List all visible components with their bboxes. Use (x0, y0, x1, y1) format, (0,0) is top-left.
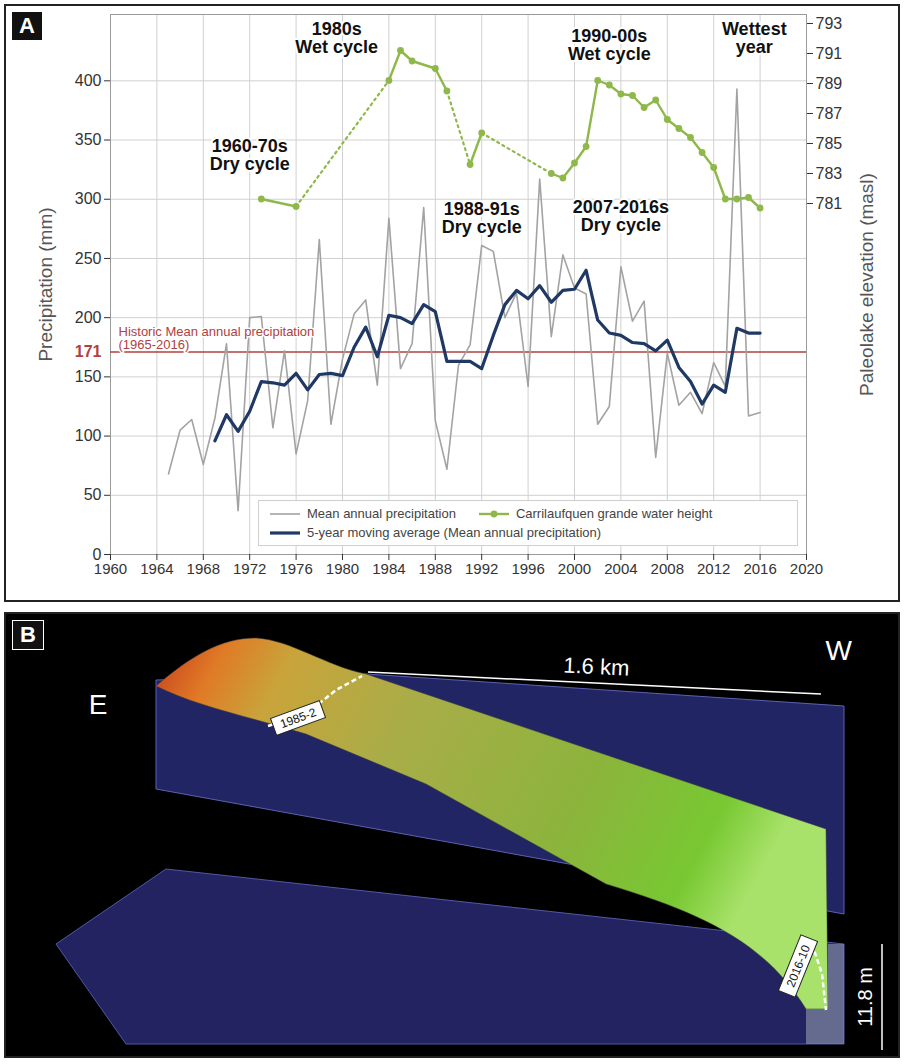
svg-text:2008: 2008 (651, 560, 684, 577)
svg-text:2012: 2012 (697, 560, 730, 577)
svg-text:2020: 2020 (790, 560, 823, 577)
svg-text:50: 50 (84, 486, 102, 503)
svg-text:300: 300 (75, 190, 102, 207)
svg-text:783: 783 (816, 165, 843, 182)
svg-text:Wettestyear: Wettestyear (722, 19, 787, 57)
svg-text:1976: 1976 (279, 560, 312, 577)
svg-text:785: 785 (816, 135, 843, 152)
svg-text:787: 787 (816, 105, 843, 122)
svg-text:2016-10: 2016-10 (783, 943, 813, 989)
svg-text:791: 791 (816, 45, 843, 62)
html-text:5-year moving average (Mean an: 5-year moving average (Mean annual preci… (307, 525, 602, 540)
svg-text:Historic Mean annual precipita: Historic Mean annual precipitation(1965-… (119, 324, 315, 352)
svg-text:793: 793 (816, 15, 843, 32)
svg-text:W: W (826, 635, 853, 666)
svg-text:1990-00sWet cycle: 1990-00sWet cycle (568, 26, 651, 64)
svg-text:250: 250 (75, 250, 102, 267)
svg-text:1980: 1980 (326, 560, 359, 577)
svg-text:2004: 2004 (604, 560, 637, 577)
svg-text:789: 789 (816, 75, 843, 92)
svg-text:400: 400 (75, 72, 102, 89)
html-text:Mean annual precipitation: Mean annual precipitation (307, 506, 456, 521)
svg-text:2016: 2016 (743, 560, 776, 577)
svg-text:1960-70sDry cycle: 1960-70sDry cycle (210, 136, 290, 174)
svg-text:11.8 m: 11.8 m (854, 967, 876, 1027)
svg-text:2000: 2000 (558, 560, 591, 577)
svg-text:2007-2016sDry cycle: 2007-2016sDry cycle (573, 197, 669, 235)
svg-text:Paleolake elevation (masl): Paleolake elevation (masl) (856, 173, 877, 396)
svg-text:1992: 1992 (465, 560, 498, 577)
svg-text:781: 781 (816, 195, 843, 212)
svg-text:1996: 1996 (511, 560, 544, 577)
svg-text:1985-2: 1985-2 (278, 705, 318, 731)
svg-text:350: 350 (75, 131, 102, 148)
svg-text:171: 171 (75, 343, 102, 360)
svg-text:Precipitation (mm): Precipitation (mm) (35, 207, 56, 361)
svg-text:1.6 km: 1.6 km (563, 652, 630, 680)
svg-text:1980sWet cycle: 1980sWet cycle (295, 19, 378, 57)
svg-text:1984: 1984 (372, 560, 405, 577)
svg-text:100: 100 (75, 427, 102, 444)
svg-text:1972: 1972 (233, 560, 266, 577)
svg-text:1988-91sDry cycle: 1988-91sDry cycle (442, 199, 522, 237)
svg-text:1988: 1988 (419, 560, 452, 577)
svg-text:150: 150 (75, 368, 102, 385)
svg-text:0: 0 (93, 546, 102, 563)
svg-text:E: E (89, 689, 108, 720)
svg-text:200: 200 (75, 309, 102, 326)
html-text:A: A (19, 13, 35, 38)
svg-text:1960: 1960 (94, 560, 127, 577)
svg-text:1968: 1968 (187, 560, 220, 577)
svg-text:1964: 1964 (140, 560, 173, 577)
html-text:B: B (20, 622, 36, 647)
html-text:Carrilaufquen grande water hei: Carrilaufquen grande water height (515, 506, 713, 521)
